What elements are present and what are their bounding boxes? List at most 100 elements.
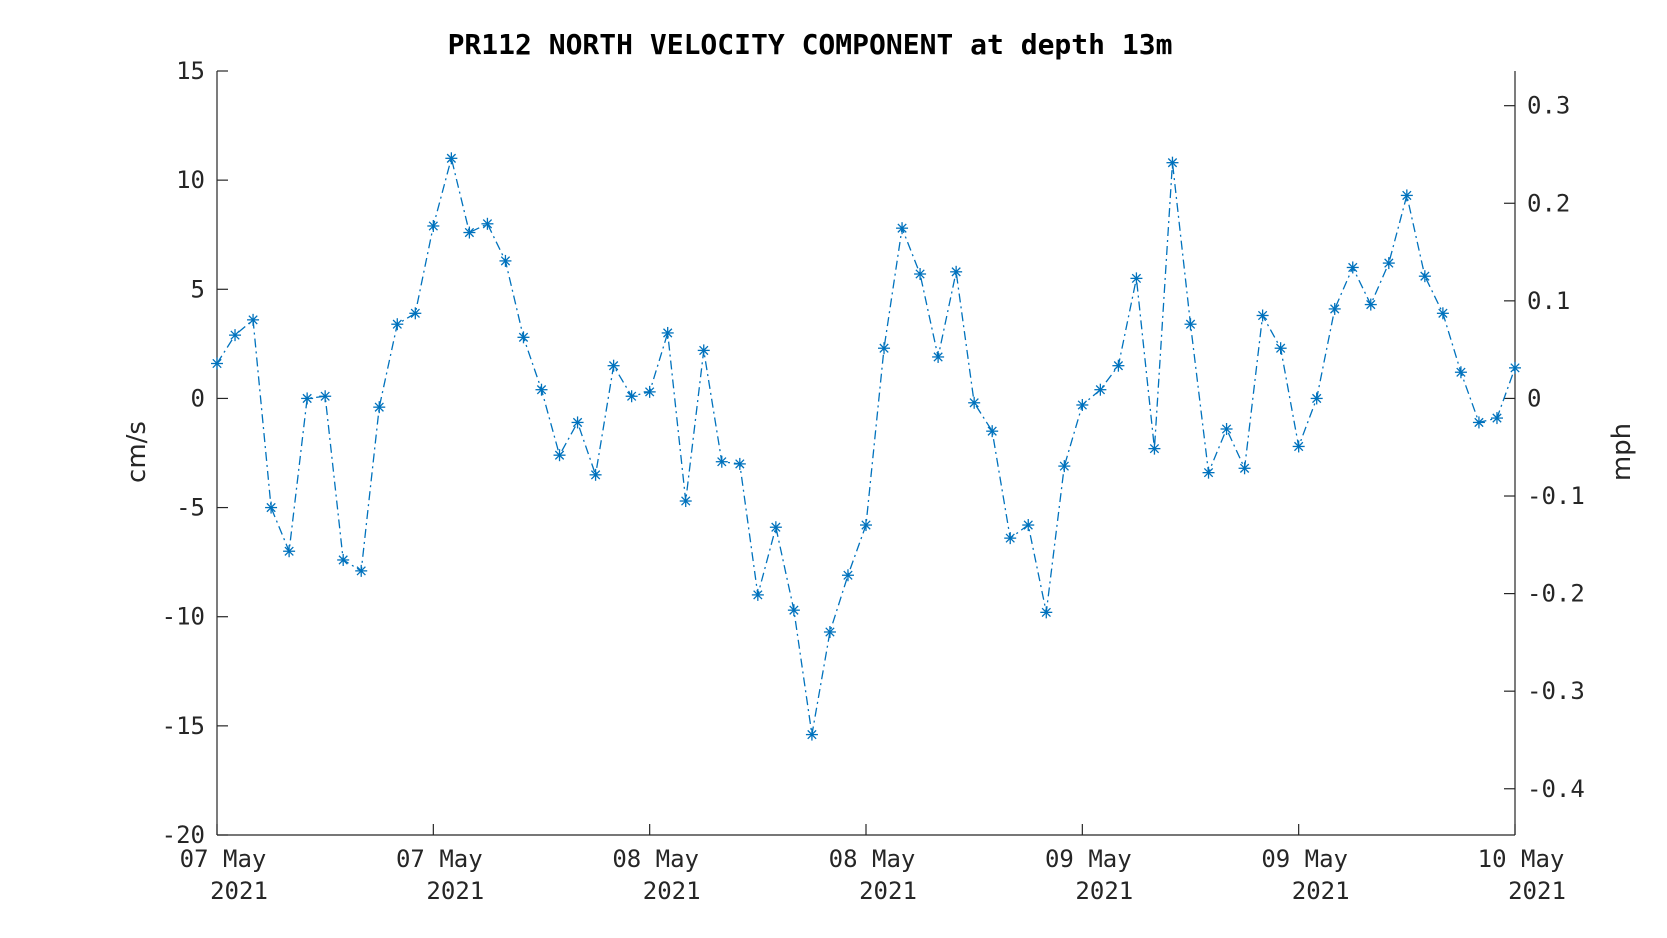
y-tick-label-left: -5 (176, 494, 205, 522)
data-point (661, 326, 674, 339)
x-tick-label-year: 2021 (1292, 877, 1350, 905)
data-point (463, 226, 476, 239)
data-point (1274, 342, 1287, 355)
y-tick-label-right: -0.4 (1527, 775, 1585, 803)
data-point (715, 455, 728, 468)
data-point (535, 383, 548, 396)
x-tick-label-year: 2021 (859, 877, 917, 905)
y-tick-label-left: 10 (176, 166, 205, 194)
data-point (1166, 156, 1179, 169)
data-point (860, 519, 872, 532)
data-point (553, 449, 566, 462)
y-tick-label-left: 15 (176, 57, 205, 85)
x-tick-label-date: 08 May (829, 845, 916, 873)
data-point (896, 222, 909, 235)
data-point (265, 501, 278, 514)
data-point (1490, 412, 1503, 425)
data-point (968, 396, 981, 409)
data-point (1130, 272, 1143, 285)
data-point (409, 307, 422, 320)
data-point (823, 625, 836, 638)
data-point (1040, 606, 1053, 619)
data-point (733, 457, 746, 470)
data-point (391, 318, 404, 331)
x-tick-label-year: 2021 (1075, 877, 1133, 905)
data-point (283, 545, 296, 558)
data-point (1328, 302, 1341, 315)
data-point (1418, 270, 1431, 283)
y-tick-label-right: -0.1 (1527, 482, 1585, 510)
data-point (1346, 261, 1359, 274)
data-point (932, 350, 945, 363)
data-point (589, 468, 602, 481)
chart-title: PR112 NORTH VELOCITY COMPONENT at depth … (448, 28, 1173, 61)
data-point (787, 604, 800, 617)
data-point (1022, 519, 1035, 532)
data-point (517, 331, 530, 344)
data-point (481, 217, 494, 230)
data-point (1094, 383, 1107, 396)
y-axis-label-left: cm/s (122, 421, 152, 483)
x-tick-label-date: 08 May (612, 845, 699, 873)
y-tick-label-left: 0 (191, 384, 205, 412)
x-tick-label-date: 09 May (1261, 845, 1348, 873)
y-tick-label-left: -20 (162, 821, 205, 849)
data-point (1148, 442, 1161, 455)
data-point (1184, 318, 1197, 331)
data-point (1436, 307, 1449, 320)
data-point (337, 553, 350, 566)
data-point (625, 390, 638, 403)
y-tick-label-left: -10 (162, 603, 205, 631)
data-point (607, 359, 620, 372)
data-point (1238, 462, 1251, 475)
y-tick-label-left: -15 (162, 712, 205, 740)
data-point (373, 401, 386, 414)
y-axis-label-right: mph (1607, 423, 1637, 481)
data-point (1310, 392, 1323, 405)
data-point (319, 390, 332, 403)
y-tick-label-left: 5 (191, 275, 205, 303)
tick-marks (216, 70, 1516, 836)
data-point (805, 728, 818, 741)
data-point (1364, 298, 1377, 311)
data-point (950, 265, 963, 278)
data-point (914, 268, 927, 281)
data-point (1220, 422, 1233, 435)
x-tick-label-year: 2021 (643, 877, 701, 905)
y-tick-label-right: 0 (1527, 384, 1541, 412)
x-tick-label-date: 07 May (396, 845, 483, 873)
data-point (1400, 189, 1413, 202)
data-point (986, 425, 999, 438)
x-tick-label-year: 2021 (210, 877, 268, 905)
x-tick-label-date: 10 May (1478, 845, 1565, 873)
data-point (751, 588, 764, 601)
data-point (1202, 466, 1215, 479)
data-point (841, 569, 854, 582)
data-point (355, 564, 368, 577)
data-point (229, 329, 242, 342)
data-point (247, 313, 260, 326)
data-point (499, 254, 512, 267)
data-point (1004, 532, 1017, 545)
series-layer (211, 152, 1521, 741)
data-point (571, 416, 584, 429)
data-point (697, 344, 710, 357)
data-point (643, 385, 656, 398)
data-point (445, 152, 458, 165)
data-point (1292, 440, 1305, 453)
y-tick-label-right: 0.2 (1527, 189, 1570, 217)
data-point (679, 495, 692, 508)
data-point (1382, 257, 1395, 270)
data-point (1256, 309, 1269, 322)
data-point (301, 392, 314, 405)
data-point (211, 357, 223, 370)
y-tick-label-right: 0.3 (1527, 92, 1570, 120)
y-tick-label-right: 0.1 (1527, 287, 1570, 315)
data-point (1509, 361, 1521, 374)
data-point (1472, 416, 1485, 429)
data-point (1076, 398, 1089, 411)
x-tick-label-year: 2021 (426, 877, 484, 905)
data-point (1454, 366, 1467, 379)
